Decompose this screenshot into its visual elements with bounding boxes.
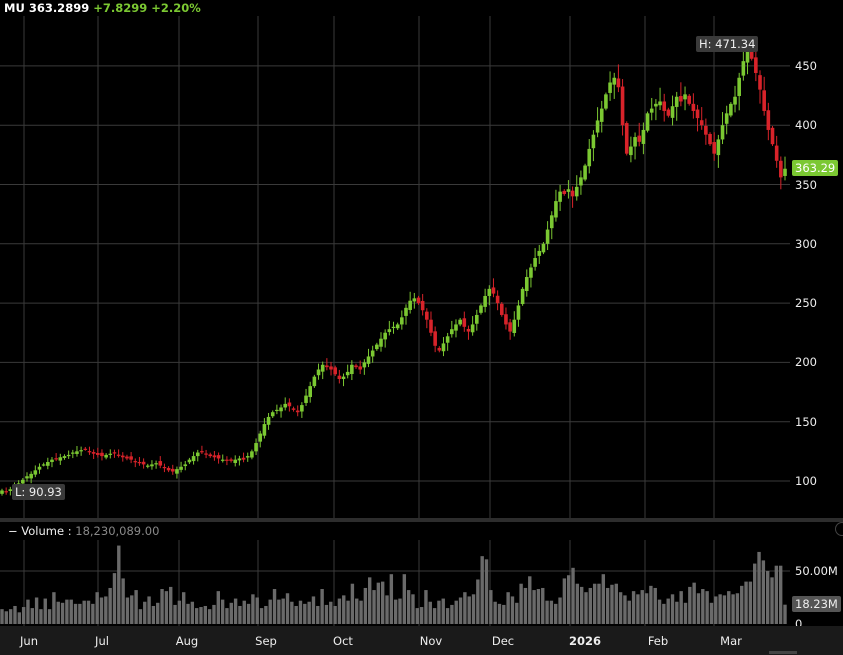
last-volume-tag: 18.23M <box>792 596 841 612</box>
quote-header: MU 363.2899 +7.8299 +2.20% <box>4 1 201 15</box>
price-change-percent: +2.20% <box>151 1 201 15</box>
panel-divider[interactable] <box>0 518 843 522</box>
volume-separator: : <box>67 524 72 538</box>
time-axis-label: Jul <box>95 634 109 648</box>
candlestick-series <box>0 43 787 496</box>
time-scroll-handle[interactable] <box>769 651 797 654</box>
price-axis-tick: 400 <box>795 118 817 133</box>
price-axis-tick: 200 <box>795 355 817 370</box>
volume-panel-label: − Volume : 18,230,089.00 <box>8 524 159 538</box>
price-change: +7.8299 <box>93 1 148 15</box>
time-axis-label: Aug <box>175 634 199 648</box>
price-axis-tick: 350 <box>795 177 817 192</box>
time-axis-label: Feb <box>647 634 669 648</box>
volume-value: 18,230,089.00 <box>75 524 160 538</box>
time-axis-label: Sep <box>255 634 277 648</box>
price-axis-tick: 250 <box>795 296 817 311</box>
ticker-symbol: MU <box>4 1 25 15</box>
price-axis-tick: 100 <box>795 474 817 488</box>
last-price: 363.2899 <box>28 1 90 15</box>
time-axis-label: 2026 <box>568 634 602 648</box>
volume-axis-tick: 50.00M <box>795 564 838 578</box>
time-axis-label: Oct <box>333 634 353 648</box>
volume-bars <box>0 545 787 624</box>
volume-collapse-toggle[interactable]: − <box>8 524 18 538</box>
volume-title: Volume <box>21 524 65 538</box>
volume-axis-tick: 0 <box>795 617 803 631</box>
time-axis-label: Jun <box>20 634 38 648</box>
high-price-tag: H: 471.34 <box>696 36 759 52</box>
time-axis-label: Mar <box>720 634 742 648</box>
price-axis-tick: 300 <box>795 236 817 251</box>
time-axis-label: Nov <box>419 634 443 648</box>
price-axis-tick: 450 <box>795 58 817 73</box>
last-price-tag: 363.29 <box>792 160 839 176</box>
price-axis-tick: 150 <box>795 414 817 429</box>
panel-settings-icon[interactable] <box>835 522 843 536</box>
low-price-tag: L: 90.93 <box>12 484 65 500</box>
time-axis-label: Dec <box>491 634 515 648</box>
time-axis <box>0 626 843 655</box>
